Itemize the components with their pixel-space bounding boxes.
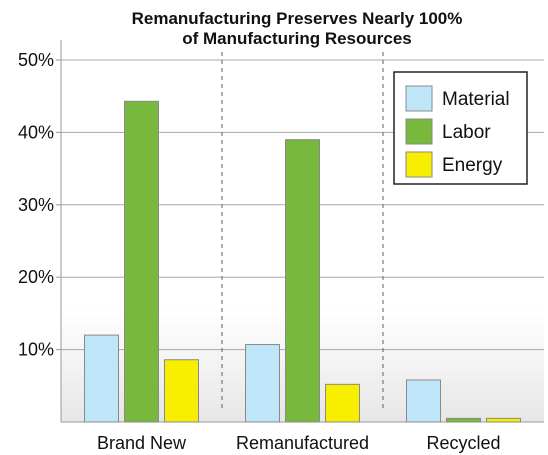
x-category-label: Brand New	[97, 433, 187, 453]
bar-material-2	[406, 379, 441, 423]
x-axis-category-labels: Brand New Remanufactured Recycled	[97, 433, 501, 453]
bar-labor-0	[124, 100, 159, 423]
legend-swatch-energy	[405, 151, 433, 178]
chart-title-line-1: Remanufacturing Preserves Nearly 100%	[132, 9, 463, 28]
y-tick-label: 30%	[18, 195, 54, 215]
bar-energy-2	[486, 417, 521, 423]
x-category-label: Remanufactured	[236, 433, 369, 453]
bars	[84, 100, 521, 423]
bar-labor-1	[285, 139, 320, 423]
chart-title-line-2: of Manufacturing Resources	[182, 29, 412, 48]
bar-energy-0	[164, 359, 199, 423]
y-tick-label: 10%	[18, 340, 54, 360]
legend-swatch-material	[405, 85, 433, 112]
bar-energy-1	[325, 383, 360, 423]
legend-label-energy: Energy	[442, 155, 503, 176]
y-tick-label: 20%	[18, 267, 54, 287]
bar-material-1	[245, 344, 280, 423]
bar-labor-2	[446, 417, 481, 423]
legend-swatch-labor	[405, 118, 433, 145]
legend-label-material: Material	[442, 89, 510, 110]
bar-material-0	[84, 334, 119, 423]
legend-label-labor: Labor	[442, 122, 491, 143]
x-category-label: Recycled	[426, 433, 500, 453]
y-tick-label: 40%	[18, 122, 54, 142]
y-tick-label: 50%	[18, 50, 54, 70]
y-axis-tick-labels: 10% 20% 30% 40% 50%	[18, 50, 61, 360]
category-separators	[221, 52, 384, 410]
legend: Material Labor Energy	[393, 71, 528, 185]
